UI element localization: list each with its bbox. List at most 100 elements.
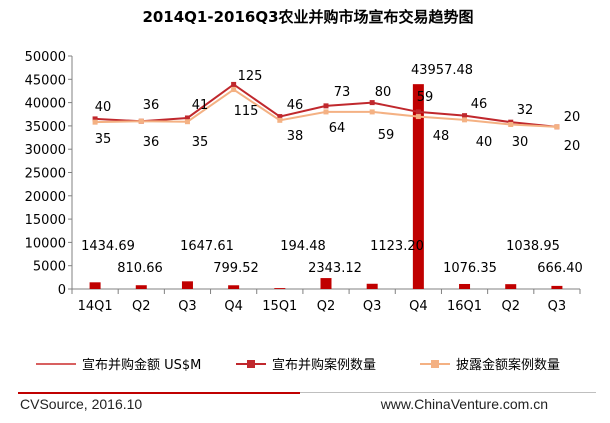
disclosed-count-label: 59 (378, 128, 395, 143)
x-tick-label: Q3 (363, 299, 382, 314)
y-tick-label: 40000 (25, 97, 66, 112)
series-point (462, 117, 468, 123)
legend-label-disclosed: 披露金额案例数量 (456, 357, 560, 373)
disclosed-count-label: 35 (192, 135, 209, 150)
series-point (415, 114, 421, 120)
y-tick-label: 0 (58, 283, 66, 298)
bar (135, 285, 147, 289)
series-point (323, 103, 329, 109)
announced-count-label: 46 (287, 98, 304, 113)
series-point (462, 113, 468, 119)
y-tick-label: 5000 (33, 260, 66, 275)
disclosed-count-label: 36 (143, 135, 160, 150)
announced-count-label: 80 (375, 85, 392, 100)
series-point (231, 87, 237, 93)
disclosed-count-label: 30 (512, 135, 529, 150)
bar-data-label: 2343.12 (308, 261, 362, 276)
x-tick-label: Q2 (317, 299, 336, 314)
bar-data-label: 1076.35 (443, 261, 497, 276)
series-point (369, 100, 375, 106)
announced-count-label: 73 (334, 85, 351, 100)
x-tick-label: 16Q1 (447, 299, 482, 314)
x-tick-label: 15Q1 (262, 299, 297, 314)
line-series-disclosed (92, 87, 560, 130)
bar (551, 285, 563, 289)
x-tick-label: Q4 (409, 299, 428, 314)
x-tick-label: Q2 (132, 299, 151, 314)
bar (320, 278, 332, 289)
announced-count-label: 36 (143, 98, 160, 113)
legend-marker-disclosed-icon (431, 360, 439, 368)
bar-data-label: 799.52 (213, 261, 259, 276)
series-point (184, 115, 190, 121)
bar-series (89, 84, 563, 289)
series-point (508, 122, 514, 128)
bar (505, 284, 517, 289)
disclosed-count-label: 48 (433, 129, 450, 144)
bar-data-label: 666.40 (537, 261, 583, 276)
legend-label-amount: 宣布并购金额 US$M (82, 357, 201, 373)
bar (228, 285, 240, 289)
bar (89, 282, 101, 289)
footer-red-divider (18, 392, 300, 394)
announced-count-label: 41 (192, 98, 209, 113)
bar (459, 283, 471, 289)
y-tick-label: 45000 (25, 73, 66, 88)
y-tick-label: 15000 (25, 213, 66, 228)
bar-data-label: 1038.95 (506, 239, 560, 254)
x-tick-label: Q4 (224, 299, 243, 314)
disclosed-count-label: 115 (234, 104, 259, 119)
series-point (277, 117, 283, 123)
series-point (415, 109, 421, 115)
bar-labels: 1434.69 810.66 1647.61 799.52 194.48 2343.12 1… (81, 63, 583, 276)
announced-count-label: 32 (517, 103, 534, 118)
disclosed-count-label: 64 (329, 121, 346, 136)
series-point (554, 124, 560, 130)
chart-title: 2014Q1-2016Q3农业并购市场宣布交易趋势图 (142, 8, 473, 26)
y-tick-label: 30000 (25, 143, 66, 158)
series-point (277, 114, 283, 120)
y-axis: 0 5000 10000 15000 20000 25000 30000 35000 40000… (25, 50, 73, 298)
announced-count-label: 59 (417, 90, 434, 105)
x-tick-label: Q2 (501, 299, 520, 314)
x-tick-label: Q3 (178, 299, 197, 314)
x-tick-label: Q3 (548, 299, 567, 314)
bar (412, 84, 424, 289)
bar (366, 283, 378, 289)
y-tick-label: 25000 (25, 167, 66, 182)
bar-data-label: 1647.61 (180, 239, 234, 254)
bar-data-label: 194.48 (280, 239, 326, 254)
bar (274, 288, 286, 289)
legend-label-announced: 宣布并购案例数量 (272, 357, 376, 373)
legend: 宣布并购金额 US$M 宣布并购案例数量 披露金额案例数量 (36, 357, 560, 373)
x-axis: 14Q1 Q2 Q3 Q4 15Q1 Q2 Q3 Q4 16Q1 Q2 Q3 (71, 288, 581, 314)
announced-count-label: 40 (95, 100, 112, 115)
bar (181, 281, 193, 289)
line-labels: 40 36 41 125 46 73 80 59 46 32 20 35 36 35 115 38 64 59 48… (95, 69, 581, 154)
y-tick-label: 20000 (25, 190, 66, 205)
disclosed-count-label: 35 (95, 132, 112, 147)
bar-data-label: 1434.69 (81, 239, 135, 254)
announced-count-label: 125 (238, 69, 263, 84)
bar-data-label: 1123.20 (370, 239, 424, 254)
legend-marker-announced-icon (247, 360, 255, 368)
y-tick-label: 10000 (25, 236, 66, 251)
disclosed-count-label: 20 (564, 139, 581, 154)
disclosed-count-label: 40 (476, 135, 493, 150)
footer-website: www.ChinaVenture.com.cn (380, 396, 548, 412)
series-point (92, 119, 98, 125)
x-tick-label: 14Q1 (78, 299, 113, 314)
announced-count-label: 46 (471, 97, 488, 112)
series-point (231, 81, 237, 87)
series-point (323, 109, 329, 115)
series-point (138, 118, 144, 124)
bar-data-label: 43957.48 (411, 63, 473, 78)
series-point (92, 116, 98, 122)
footer-gray-divider (300, 392, 596, 393)
series-point (184, 119, 190, 125)
bar-data-label: 810.66 (117, 261, 163, 276)
disclosed-count-label: 38 (287, 129, 304, 144)
footer-source: CVSource, 2016.10 (20, 396, 143, 412)
y-tick-label: 35000 (25, 120, 66, 135)
